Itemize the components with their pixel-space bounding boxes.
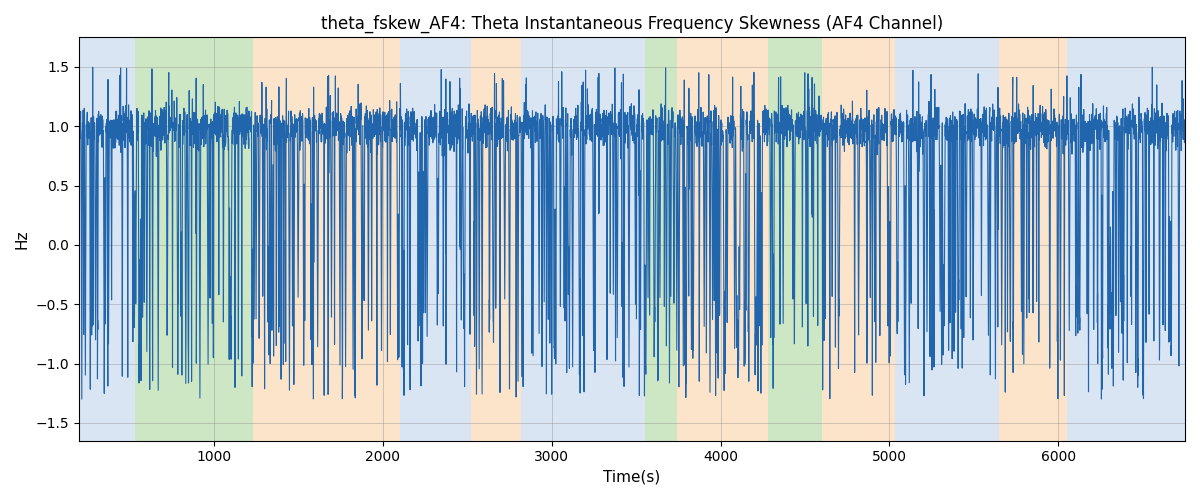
Bar — [400, 38, 470, 440]
Bar — [644, 38, 677, 440]
Y-axis label: Hz: Hz — [14, 230, 30, 249]
Bar — [894, 38, 1000, 440]
Bar — [134, 38, 253, 440]
Bar — [521, 38, 644, 440]
Bar — [1067, 38, 1186, 440]
Bar — [768, 38, 822, 440]
Bar — [79, 38, 134, 440]
Bar — [677, 38, 768, 440]
Bar — [253, 38, 400, 440]
Bar — [470, 38, 521, 440]
Title: theta_fskew_AF4: Theta Instantaneous Frequency Skewness (AF4 Channel): theta_fskew_AF4: Theta Instantaneous Fre… — [320, 15, 943, 34]
Bar — [1000, 38, 1067, 440]
Bar — [822, 38, 894, 440]
X-axis label: Time(s): Time(s) — [604, 470, 660, 485]
